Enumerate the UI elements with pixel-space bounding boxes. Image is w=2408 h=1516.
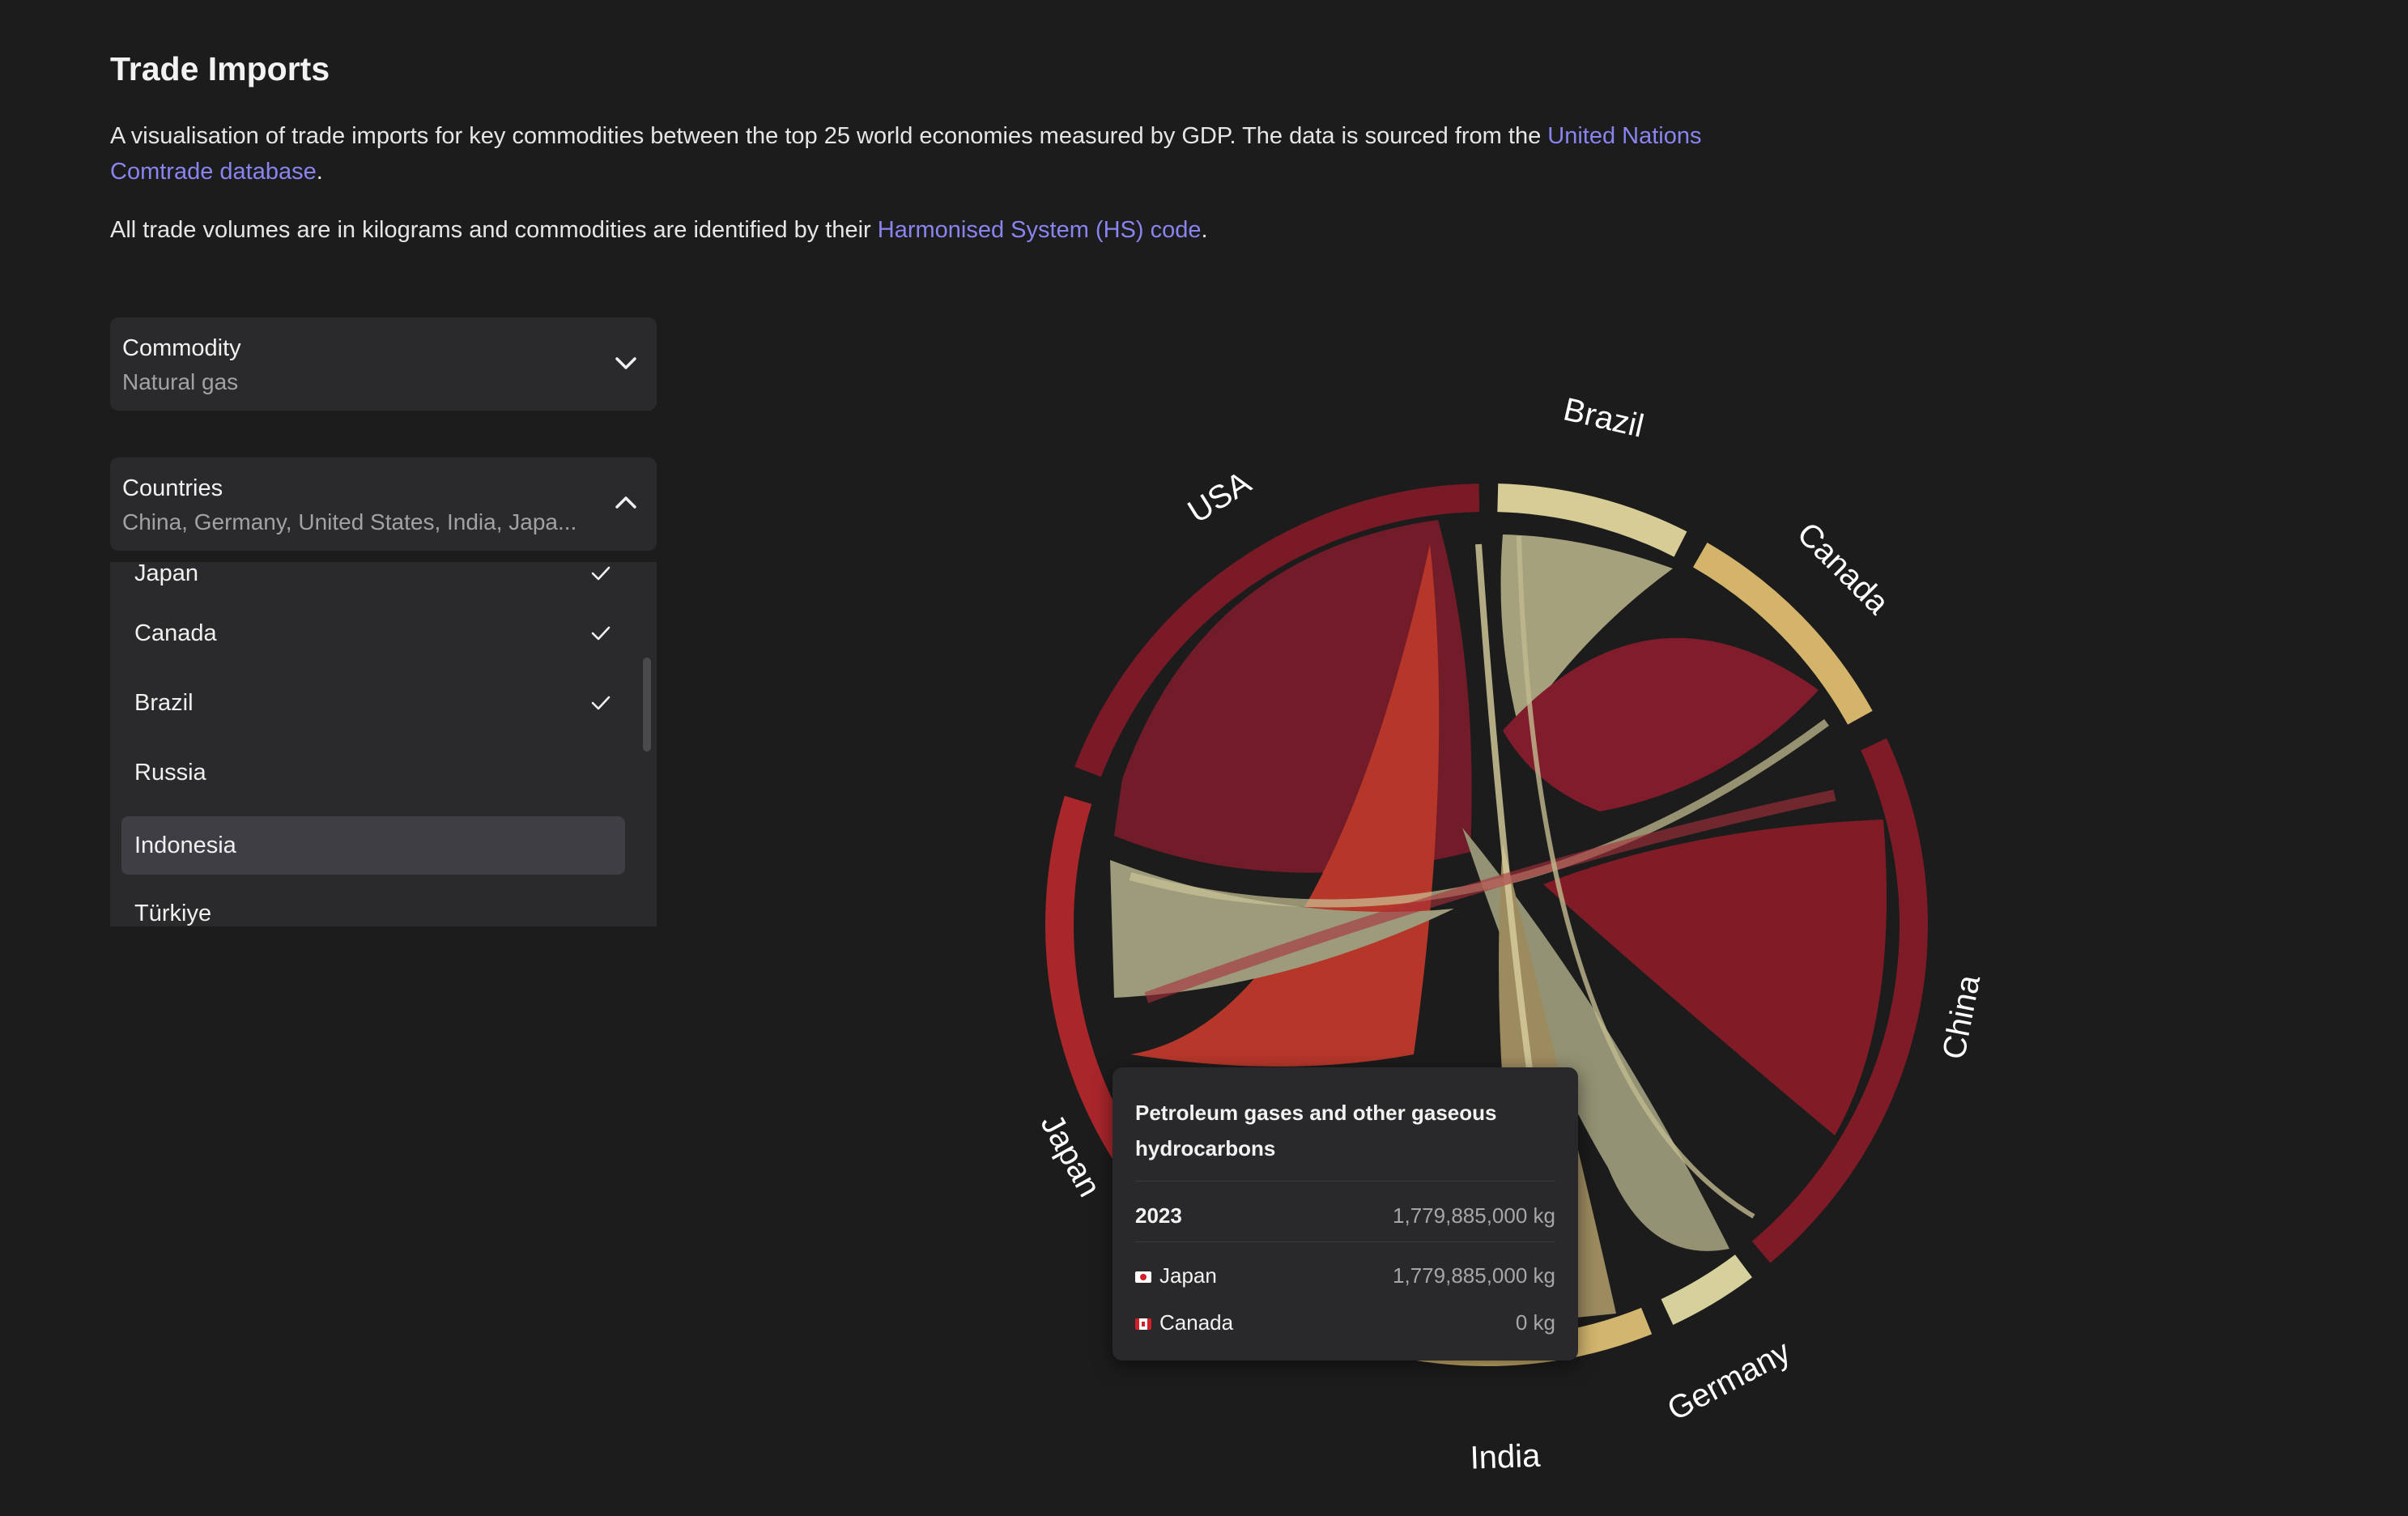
hs-code-link[interactable]: Harmonised System (HS) code xyxy=(877,217,1202,243)
label-brazil: Brazil xyxy=(1560,391,1647,444)
ribbon-thin-3 xyxy=(1144,790,1836,1003)
tooltip-year-row: 2023 1,779,885,000 kg xyxy=(1135,1190,1555,1241)
tooltip-title: Petroleum gases and other gaseous hydroc… xyxy=(1135,1101,1497,1160)
intro-end: . xyxy=(316,159,323,185)
ribbon-brazil xyxy=(1500,534,1673,729)
label-china: China xyxy=(1936,972,1987,1062)
option-label: Türkiye xyxy=(134,901,212,926)
option-turkiye[interactable]: Türkiye xyxy=(121,884,625,926)
check-icon xyxy=(591,566,611,581)
comtrade-link[interactable]: United Nations Comtrade database xyxy=(110,123,1702,185)
arc-china[interactable] xyxy=(1751,738,1928,1263)
label-usa: USA xyxy=(1182,465,1257,530)
option-label: Indonesia xyxy=(134,833,236,858)
commodity-label: Commodity xyxy=(122,335,241,361)
tooltip-row-canada: Canada 0 kg xyxy=(1135,1299,1555,1346)
ribbons xyxy=(1110,520,1887,1322)
option-japan[interactable]: Japan xyxy=(121,562,625,603)
arc-germany[interactable] xyxy=(1661,1254,1752,1325)
listbox-scrollbar[interactable] xyxy=(643,658,651,752)
canada-flag-icon xyxy=(1135,1318,1151,1331)
units-paragraph: All trade volumes are in kilograms and c… xyxy=(110,212,1778,248)
check-icon xyxy=(591,696,611,710)
tooltip-divider xyxy=(1135,1241,1555,1242)
intro-paragraph: A visualisation of trade imports for key… xyxy=(110,118,1778,190)
ribbon-germany xyxy=(1462,828,1729,1251)
ribbon-china-big xyxy=(1543,820,1887,1135)
tooltip-country: Canada xyxy=(1159,1310,1234,1335)
countries-select[interactable]: Countries China, Germany, United States,… xyxy=(110,458,657,551)
check-icon xyxy=(591,626,611,641)
ribbon-thin-4 xyxy=(1517,535,1755,1219)
arc-canada[interactable] xyxy=(1693,543,1873,725)
ribbon-canada-china xyxy=(1503,637,1819,811)
intro-text: A visualisation of trade imports for key… xyxy=(110,123,1548,149)
option-brazil[interactable]: Brazil xyxy=(121,674,625,732)
label-germany: Germany xyxy=(1661,1334,1796,1428)
chart-tooltip: Petroleum gases and other gaseous hydroc… xyxy=(1113,1067,1578,1361)
units-end: . xyxy=(1201,217,1208,243)
option-label: Canada xyxy=(134,620,217,646)
option-label: Russia xyxy=(134,760,206,786)
units-text: All trade volumes are in kilograms and c… xyxy=(110,217,878,243)
japan-flag-icon xyxy=(1135,1271,1151,1284)
countries-listbox[interactable]: Japan Canada Brazil Russia Indonesia Tür… xyxy=(110,562,657,926)
page-title: Trade Imports xyxy=(110,50,330,87)
option-label: Japan xyxy=(134,562,199,586)
tooltip-divider xyxy=(1135,1181,1555,1182)
option-indonesia[interactable]: Indonesia xyxy=(121,816,625,875)
chevron-down-icon xyxy=(615,357,636,369)
countries-label: Countries xyxy=(122,475,223,501)
chevron-up-icon xyxy=(615,496,636,509)
arc-brazil[interactable] xyxy=(1497,483,1687,557)
label-india: India xyxy=(1470,1438,1542,1476)
option-label: Brazil xyxy=(134,690,194,716)
option-canada[interactable]: Canada xyxy=(121,604,625,662)
tooltip-country: Japan xyxy=(1159,1263,1217,1288)
tooltip-year: 2023 xyxy=(1135,1203,1182,1228)
label-canada: Canada xyxy=(1790,516,1896,622)
tooltip-country-value: 0 kg xyxy=(1515,1310,1555,1335)
tooltip-country-value: 1,779,885,000 kg xyxy=(1393,1263,1555,1288)
arc-usa[interactable] xyxy=(1074,483,1480,777)
commodity-select[interactable]: Commodity Natural gas xyxy=(110,317,657,411)
tooltip-row-japan: Japan 1,779,885,000 kg xyxy=(1135,1252,1555,1299)
tooltip-year-value: 1,779,885,000 kg xyxy=(1393,1203,1555,1228)
option-russia[interactable]: Russia xyxy=(121,743,625,802)
